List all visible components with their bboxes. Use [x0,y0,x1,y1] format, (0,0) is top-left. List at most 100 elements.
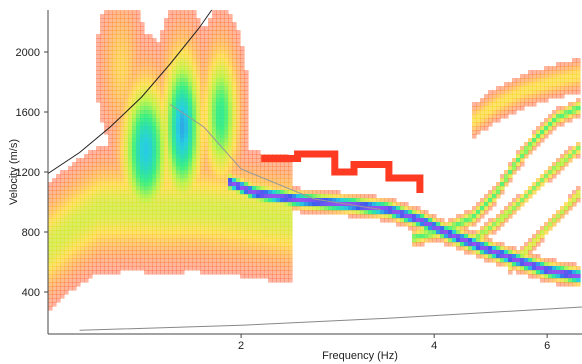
heatmap-cell [136,202,141,207]
heatmap-cell [108,166,113,171]
heatmap-cell [80,178,85,183]
heatmap-cell [544,66,549,71]
heatmap-cell [120,110,125,115]
lower-limit-line [79,306,582,331]
heatmap-cell [128,214,133,219]
heatmap-cell [88,170,93,175]
heatmap-cell [560,74,565,79]
heatmap-cell [52,246,57,251]
heatmap-cell [64,170,69,175]
heatmap-cell [188,158,193,163]
heatmap-cell [268,210,273,215]
heatmap-cell [116,166,121,171]
heatmap-cell [200,138,205,143]
heatmap-cell [204,162,209,167]
heatmap-cell [436,238,441,243]
heatmap-cell [520,86,525,91]
heatmap-cell [476,130,481,135]
heatmap-cell [244,250,249,255]
heatmap-cell [232,94,237,99]
heatmap-cell [112,74,117,79]
heatmap-cell [88,154,93,159]
heatmap-cell [560,270,565,275]
heatmap-cell [96,150,101,155]
heatmap-cell [212,98,217,103]
heatmap-cell [164,74,169,79]
heatmap-cell [524,94,529,99]
heatmap-cell [504,102,509,107]
heatmap-cell [200,266,205,271]
heatmap-cell [220,262,225,267]
heatmap-cell [564,206,569,211]
heatmap-cell [528,70,533,75]
heatmap-cell [188,166,193,171]
heatmap-cell [236,30,241,35]
heatmap-cell [180,126,185,131]
heatmap-cell [132,222,137,227]
heatmap-cell [280,230,285,235]
heatmap-cell [132,34,137,39]
heatmap-cell [280,162,285,167]
heatmap-cell [192,254,197,259]
heatmap-cell [128,38,133,43]
heatmap-cell [356,198,361,203]
heatmap-cell [112,46,117,51]
heatmap-cell [192,246,197,251]
heatmap-cell [240,126,245,131]
heatmap-cell [104,34,109,39]
heatmap-cell [100,174,105,179]
heatmap-cell [148,50,153,55]
heatmap-cell [504,250,509,255]
heatmap-cell [500,246,505,251]
heatmap-cell [256,162,261,167]
heatmap-cell [96,210,101,215]
heatmap-cell [336,194,341,199]
heatmap-cell [236,210,241,215]
heatmap-cell [176,66,181,71]
heatmap-cell [196,174,201,179]
heatmap-cell [84,162,89,167]
heatmap-cell [280,178,285,183]
heatmap-cell [72,186,77,191]
heatmap-cell [260,218,265,223]
heatmap-cell [284,166,289,171]
heatmap-cell [156,54,161,59]
heatmap-cell [52,262,57,267]
heatmap-cell [112,218,117,223]
heatmap-cell [276,258,281,263]
heatmap-cell [184,262,189,267]
heatmap-cell [412,206,417,211]
heatmap-cell [188,210,193,215]
heatmap-cell [512,258,517,263]
heatmap-cell [148,82,153,87]
heatmap-cell [568,198,573,203]
heatmap-cell [532,246,537,251]
heatmap-cell [540,98,545,103]
heatmap-cell [480,226,485,231]
heatmap-cell [232,102,237,107]
heatmap-cell [556,166,561,171]
heatmap-cell [240,174,245,179]
heatmap-cell [264,270,269,275]
heatmap-cell [164,202,169,207]
heatmap-cell [84,250,89,255]
heatmap-cell [208,186,213,191]
heatmap-cell [208,202,213,207]
heatmap-cell [116,174,121,179]
heatmap-cell [212,270,217,275]
heatmap-cell [124,114,129,119]
heatmap-cell [196,30,201,35]
heatmap-cell [104,174,109,179]
heatmap-cell [284,226,289,231]
heatmap-cell [288,162,293,167]
heatmap-cell [140,258,145,263]
heatmap-cell [248,206,253,211]
heatmap-cell [48,262,53,267]
heatmap-cell [180,246,185,251]
heatmap-cell [496,86,501,91]
heatmap-cell [248,198,253,203]
heatmap-cell [224,198,229,203]
heatmap-cell [64,182,69,187]
heatmap-cell [532,82,537,87]
heatmap-cell [540,230,545,235]
